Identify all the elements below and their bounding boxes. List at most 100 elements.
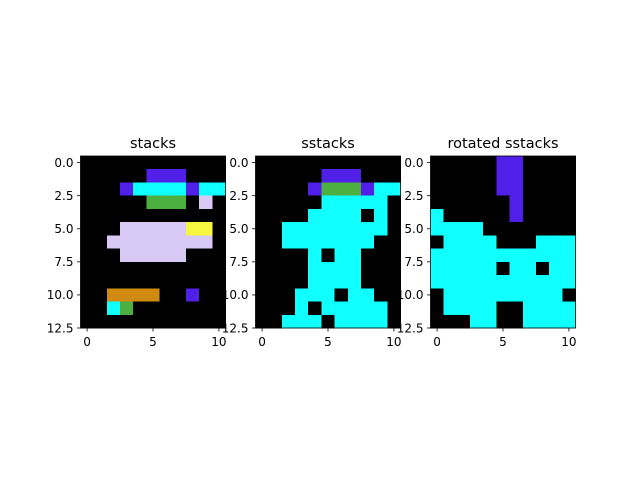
- heatmap-cell: [496, 182, 510, 197]
- heatmap-cell: [483, 288, 497, 302]
- heatmap-cell: [470, 182, 484, 197]
- heatmap-cell: [522, 301, 537, 316]
- heatmap-cell: [483, 248, 497, 263]
- heatmap-cell: [562, 208, 576, 223]
- heatmap-cell: [430, 301, 445, 316]
- heatmap-cell: [430, 235, 445, 250]
- heatmap-cell: [430, 195, 445, 210]
- heatmap-cell: [159, 248, 174, 263]
- heatmap-cell: [374, 182, 388, 197]
- heatmap-cell: [535, 208, 550, 223]
- x-tick-label: 0: [258, 335, 266, 349]
- y-tick-label: 0.0: [54, 156, 73, 170]
- heatmap-cell: [133, 222, 147, 236]
- heatmap-cell: [212, 222, 226, 236]
- heatmap-cell: [347, 288, 362, 302]
- heatmap-cell: [470, 169, 484, 183]
- heatmap-cell: [106, 288, 121, 302]
- heatmap-cell: [321, 261, 335, 276]
- heatmap-cell: [387, 235, 401, 250]
- heatmap-cell: [522, 208, 537, 223]
- heatmap-cell: [255, 208, 270, 223]
- heatmap-cell: [522, 235, 537, 250]
- heatmap-cell: [535, 235, 550, 250]
- x-tick-label: 0: [83, 335, 91, 349]
- heatmap-cell: [281, 208, 296, 223]
- heatmap-cell: [308, 314, 322, 329]
- heatmap-cell: [387, 248, 401, 263]
- heatmap-cell: [430, 314, 445, 329]
- heatmap-cell: [430, 288, 445, 302]
- heatmap-cell: [470, 261, 484, 276]
- heatmap-cell: [430, 248, 445, 263]
- heatmap-cell: [172, 301, 187, 316]
- heatmap-cell: [146, 156, 160, 170]
- heatmap-cell: [106, 222, 121, 236]
- heatmap-cell: [308, 248, 322, 263]
- heatmap-cell: [120, 235, 134, 250]
- heatmap-cell: [456, 235, 471, 250]
- heatmap-cell: [120, 261, 134, 276]
- heatmap-cell: [281, 169, 296, 183]
- heatmap-cell: [268, 156, 283, 170]
- heatmap-cell: [80, 169, 95, 183]
- heatmap-cell: [185, 314, 200, 329]
- heatmap-cell: [522, 275, 537, 289]
- heatmap-cell: [295, 156, 309, 170]
- heatmap-cell: [172, 208, 187, 223]
- heatmap-cell: [268, 195, 283, 210]
- heatmap-cell: [133, 314, 147, 329]
- heatmap-cell: [120, 195, 134, 210]
- heatmap-cell: [470, 248, 484, 263]
- heatmap-cell: [549, 248, 563, 263]
- heatmap-cell: [549, 208, 563, 223]
- heatmap-cell: [360, 301, 375, 316]
- heatmap-cell: [133, 261, 147, 276]
- y-tick-label: 2.5: [229, 189, 248, 203]
- heatmap-cell: [185, 275, 200, 289]
- heatmap-cell: [430, 156, 445, 170]
- heatmap-cell: [268, 248, 283, 263]
- heatmap-cell: [509, 156, 524, 170]
- heatmap-cell: [120, 156, 134, 170]
- heatmap-cell: [360, 156, 375, 170]
- heatmap-cell: [374, 314, 388, 329]
- heatmap-cell: [268, 235, 283, 250]
- y-tick-label: 10.0: [222, 288, 249, 302]
- heatmap-cell: [93, 261, 108, 276]
- heatmap-cell: [496, 156, 510, 170]
- heatmap-cell: [106, 248, 121, 263]
- heatmap-cell: [185, 288, 200, 302]
- heatmap-cell: [387, 169, 401, 183]
- heatmap-cell: [159, 156, 174, 170]
- heatmap-cell: [334, 261, 349, 276]
- heatmap-cell: [212, 248, 226, 263]
- heatmap-cell: [456, 288, 471, 302]
- heatmap-cell: [509, 222, 524, 236]
- heatmap-cell: [93, 195, 108, 210]
- heatmap-cell: [456, 275, 471, 289]
- heatmap-cell: [146, 248, 160, 263]
- heatmap-cell: [133, 248, 147, 263]
- heatmap-cell: [281, 314, 296, 329]
- heatmap-cell: [522, 156, 537, 170]
- heatmap-cell: [360, 182, 375, 197]
- heatmap-cell: [185, 235, 200, 250]
- heatmap-cell: [199, 301, 213, 316]
- heatmap-cell: [430, 182, 445, 197]
- heatmap-cell: [387, 314, 401, 329]
- heatmap-cell: [268, 169, 283, 183]
- heatmap-cell: [146, 261, 160, 276]
- heatmap-cell: [172, 222, 187, 236]
- heatmap-cell: [496, 222, 510, 236]
- heatmap-cell: [255, 248, 270, 263]
- heatmap-cell: [334, 275, 349, 289]
- heatmap-cell: [133, 182, 147, 197]
- heatmap-cell: [159, 169, 174, 183]
- heatmap-cell: [347, 248, 362, 263]
- heatmap-cell: [334, 235, 349, 250]
- chart-title: rotated sstacks: [447, 136, 558, 152]
- heatmap-cell: [483, 261, 497, 276]
- heatmap-cell: [255, 182, 270, 197]
- heatmap-cell: [456, 222, 471, 236]
